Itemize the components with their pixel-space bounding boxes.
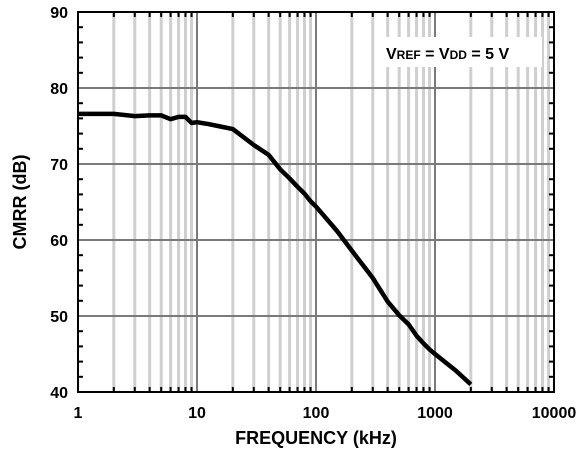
x-tick-label: 1 (74, 405, 83, 422)
y-axis-title: CMRR (dB) (10, 155, 30, 250)
y-tick-label: 80 (50, 81, 68, 98)
y-tick-label: 60 (50, 233, 68, 250)
annotation-part: DD (450, 48, 468, 62)
x-tick-label: 100 (303, 405, 330, 422)
annotation-part: V (386, 46, 397, 63)
grid-minor (112, 12, 551, 392)
series-layer (77, 111, 473, 387)
y-tick-label: 50 (50, 309, 68, 326)
y-tick-labels: 40 50 60 70 80 90 (50, 5, 68, 402)
x-tick-label: 10 (188, 405, 206, 422)
annotation-part: = V (421, 46, 450, 63)
x-tick-label: 10000 (532, 405, 577, 422)
annotation-part: = 5 V (467, 46, 510, 63)
y-tick-label: 40 (50, 385, 68, 402)
x-tick-label: 1000 (417, 405, 453, 422)
annotation-box: VREF = VDD = 5 V (378, 37, 542, 67)
x-tick-labels: 1 10 100 1000 10000 (74, 405, 577, 422)
y-tick-label: 70 (50, 157, 68, 174)
annotation-part: REF (397, 48, 421, 62)
x-axis-title: FREQUENCY (kHz) (235, 428, 397, 448)
plot-frame (77, 11, 555, 393)
y-tick-label: 90 (50, 5, 68, 22)
annotation-text: VREF = VDD = 5 V (386, 46, 510, 63)
annotation-background (378, 37, 542, 67)
frame-ticks (78, 12, 554, 392)
